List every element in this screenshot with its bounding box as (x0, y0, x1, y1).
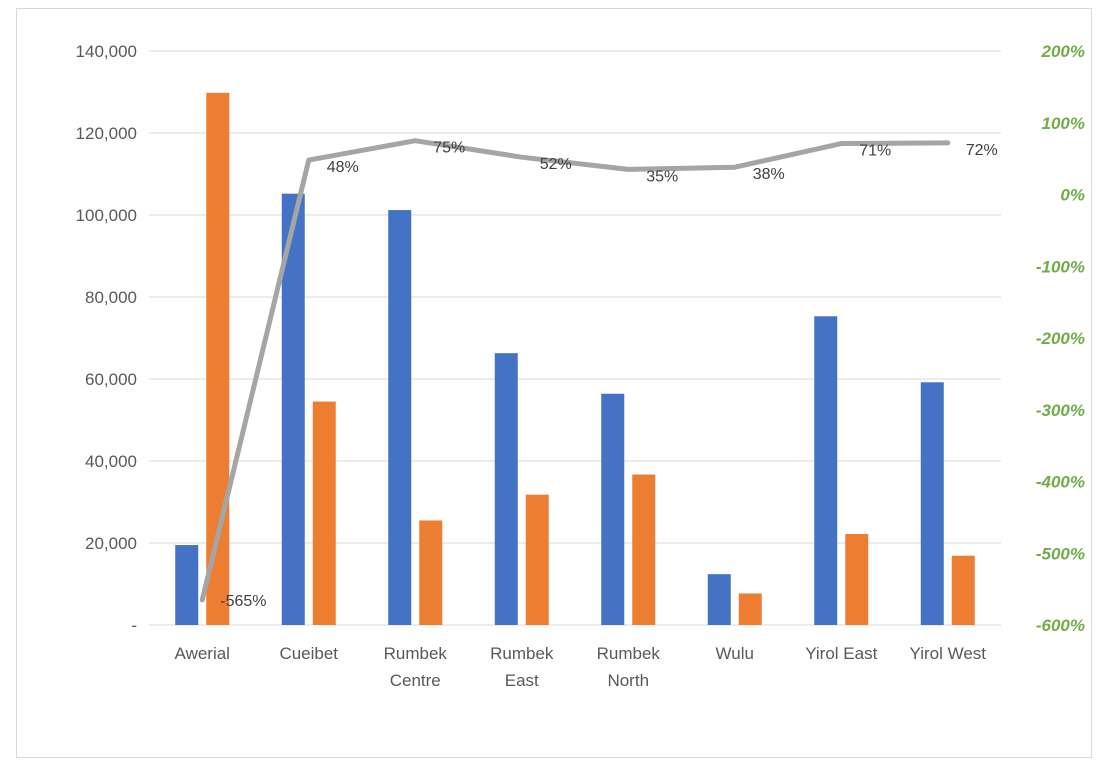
bar-series-2 (206, 92, 230, 625)
x-category-label: Wulu (716, 644, 754, 663)
y-right-tick-label: 0% (1060, 186, 1085, 205)
line-data-label: 38% (753, 166, 785, 183)
y-right-tick-label: -500% (1036, 544, 1085, 563)
percentage-line (199, 138, 951, 603)
x-category-label: Centre (390, 671, 441, 690)
bar-series-1 (920, 382, 944, 625)
y-right-tick-label: -400% (1036, 473, 1085, 492)
bar-series-1 (175, 545, 199, 625)
x-category-label: Rumbek (597, 644, 661, 663)
bar-series-2 (312, 401, 336, 625)
bar-series-1 (281, 193, 305, 625)
y-left-tick-label: 20,000 (85, 534, 137, 553)
y-right-tick-label: -200% (1036, 329, 1085, 348)
x-category-label: Rumbek (384, 644, 448, 663)
bar-series-2 (845, 533, 869, 625)
bar-series-1 (388, 210, 412, 625)
line-data-label: 75% (433, 140, 465, 157)
y-right-tick-label: -100% (1036, 257, 1085, 276)
x-category-label: Yirol East (805, 644, 877, 663)
bar-series-1 (814, 316, 838, 625)
x-category-label: Awerial (175, 644, 230, 663)
line-data-label: 52% (540, 156, 572, 173)
bar-series-2 (951, 555, 975, 625)
y-left-tick-label: 140,000 (76, 42, 137, 61)
line-data-label: 71% (859, 143, 891, 160)
x-category-label: Rumbek (490, 644, 554, 663)
bar-series-2 (632, 474, 656, 625)
chart-frame: - 20,000 40,000 60,000 80,000 100,000 120,000 1… (16, 8, 1092, 758)
y-left-tick-label: - (131, 616, 137, 635)
x-category-label: Yirol West (909, 644, 986, 663)
line-data-label: -565% (220, 593, 266, 610)
bar-series-1 (601, 393, 625, 625)
bar-series-1 (707, 574, 731, 625)
line-data-label: 72% (966, 142, 998, 159)
y-left-tick-label: 80,000 (85, 288, 137, 307)
y-right-tick-label: -600% (1036, 616, 1085, 635)
y-right-tick-label: 100% (1042, 114, 1085, 133)
bar-series-2 (419, 520, 443, 625)
bar-series-2 (525, 494, 549, 625)
line-data-label: 35% (646, 168, 678, 185)
combo-chart: - 20,000 40,000 60,000 80,000 100,000 120,000 1… (76, 42, 1085, 690)
x-category-label: Cueibet (279, 644, 338, 663)
y-right-tick-label: -300% (1036, 401, 1085, 420)
y-left-tick-label: 60,000 (85, 370, 137, 389)
y-left-tick-label: 100,000 (76, 206, 137, 225)
bar-series-2 (738, 593, 762, 625)
line-data-label: 48% (327, 159, 359, 176)
bar-series-1 (494, 353, 518, 625)
x-category-label: East (505, 671, 539, 690)
x-category-label: North (607, 671, 649, 690)
y-left-tick-label: 40,000 (85, 452, 137, 471)
y-right-tick-label: 200% (1041, 42, 1085, 61)
y-left-tick-label: 120,000 (76, 124, 137, 143)
